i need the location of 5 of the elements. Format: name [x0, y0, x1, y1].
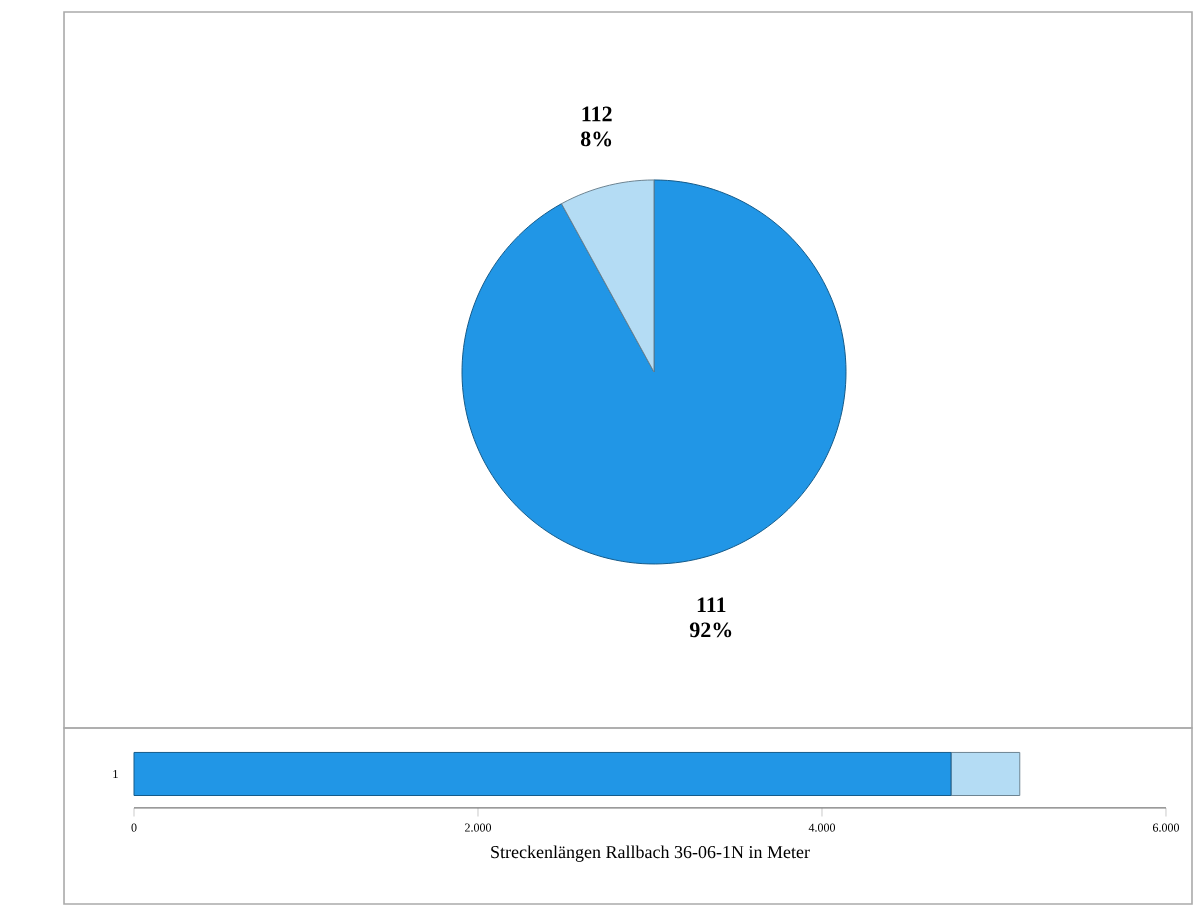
- data-label: 92%: [689, 622, 732, 638]
- slice-label: 112: [582, 106, 612, 122]
- x-axis-title: Streckenlängen Rallbach 36-06-1N in Meter: [491, 845, 810, 862]
- slice-label: 111: [697, 597, 726, 613]
- data-label: 8%: [580, 131, 612, 147]
